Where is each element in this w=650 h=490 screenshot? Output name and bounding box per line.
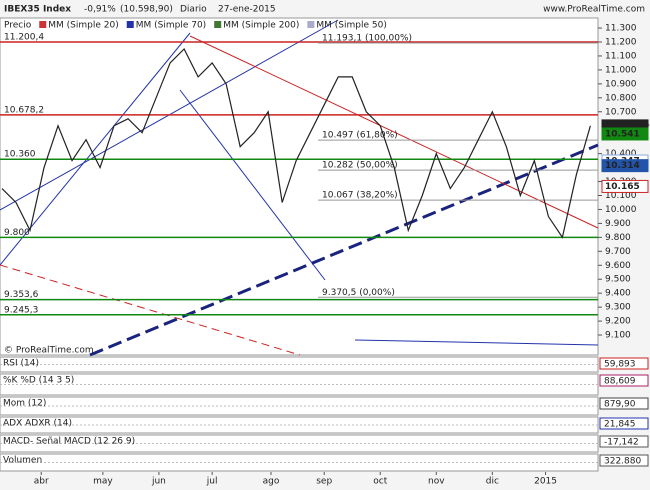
trendline (89, 143, 599, 357)
indicator-value-box (599, 397, 649, 410)
x-tick-label: abr (34, 477, 49, 487)
main-panel (0, 17, 599, 356)
price-line (1, 47, 591, 239)
price-label: 10.165 (605, 182, 640, 192)
indicator-value-box (599, 374, 649, 387)
indicator-name: MACD- Señal MACD (12 26 9) (3, 437, 135, 447)
fib-label: 9.370,5 (0,00%) (322, 288, 395, 298)
legend-label: MM (Simple 50) (316, 21, 386, 31)
legend-swatch (126, 21, 134, 28)
trendline (179, 89, 326, 281)
indicator-value: 322.880 (604, 457, 641, 467)
level-label: 9.245,3 (4, 305, 38, 315)
x-tick-label: nov (428, 477, 445, 487)
y-tick-label: 10.400 (605, 149, 637, 159)
trendline (189, 35, 599, 229)
y-tick-label: 10.700 (605, 107, 637, 117)
indicator-value-box (599, 435, 649, 448)
y-tick-label: 9.300 (605, 303, 631, 313)
x-tick-label: sep (316, 477, 332, 487)
x-tick-label: may (93, 477, 113, 487)
y-tick-label: 9.500 (605, 275, 631, 285)
legend-swatch (214, 21, 222, 28)
level-label: 9.800 (4, 228, 30, 238)
x-tick-label: 2015 (534, 477, 557, 487)
price-label: 10.314 (605, 161, 640, 171)
level-label: 10.678,2 (4, 105, 44, 115)
legend-swatch (307, 21, 315, 28)
y-tick-label: 9.100 (605, 331, 631, 341)
legend-swatch (39, 21, 47, 28)
indicator-value-box (599, 357, 649, 370)
fib-label: 10.497 (61,80%) (322, 131, 398, 141)
y-tick-label: 11.100 (605, 51, 637, 61)
price-label: 10.598,90 (605, 121, 650, 131)
fib-label: 11.193,1 (100,00%) (322, 33, 412, 43)
y-tick-label: 9.200 (605, 317, 631, 327)
price: (10.598,90) (120, 5, 173, 15)
x-tick-label: jun (151, 477, 166, 487)
indicator-name: Mom (12) (3, 399, 46, 409)
x-tick-label: oct (373, 477, 387, 487)
indicator-name: ADX ADXR (14) (3, 419, 72, 429)
y-tick-label: 11.300 (605, 24, 637, 34)
date: 27-ene-2015 (218, 5, 276, 15)
x-tick-label: dic (486, 477, 499, 487)
site: www.ProRealTime.com (543, 5, 645, 15)
level-label: 9.353,6 (4, 290, 39, 300)
fib-label: 10.067 (38,20%) (322, 191, 398, 201)
period: Diario (180, 5, 207, 15)
legend-label: Precio (4, 21, 32, 31)
trendline (0, 32, 191, 266)
indicator-value: -17,142 (604, 438, 639, 448)
trendline (354, 339, 599, 346)
y-tick-label: 11.200 (605, 38, 637, 48)
y-tick-label: 11.000 (605, 65, 637, 75)
change: -0,91% (84, 5, 116, 15)
x-tick-label: ago (263, 477, 280, 487)
price-box (601, 127, 649, 141)
indicator-value-box (599, 454, 649, 467)
indicator-value: 59,893 (604, 360, 636, 370)
legend-label: MM (Simple 70) (136, 21, 206, 31)
indicator-value-box (599, 417, 649, 430)
y-tick-label: 10.900 (605, 79, 637, 89)
y-tick-label: 10.100 (605, 191, 637, 201)
price-box (601, 159, 649, 173)
indicator-name: RSI (14) (3, 359, 39, 369)
indicator-value: 879,90 (604, 400, 636, 410)
y-tick-label: 10.000 (605, 205, 637, 215)
price-label: 10.541 (605, 129, 640, 139)
legend-label: MM (Simple 20) (48, 21, 118, 31)
legend-label: MM (Simple 200) (223, 21, 299, 31)
trendline (0, 264, 301, 356)
y-tick-label: 9.800 (605, 233, 631, 243)
y-tick-label: 9.900 (605, 219, 631, 229)
indicator-value: 21,845 (604, 420, 636, 430)
y-tick-label: 9.700 (605, 247, 631, 257)
copyright: © ProRealTime.com (4, 346, 94, 356)
y-tick-label: 9.400 (605, 289, 631, 299)
indicator-value: 88,609 (604, 377, 636, 387)
indicator-name: %K %D (14 3 5) (3, 376, 74, 386)
x-tick-label: jul (206, 477, 218, 487)
fib-label: 10.282 (50,00%) (322, 161, 398, 171)
symbol: IBEX35 Index (4, 5, 71, 15)
indicator-name: Volumen (3, 456, 42, 466)
y-tick-label: 9.600 (605, 261, 631, 271)
y-tick-label: 10.800 (605, 93, 637, 103)
level-label: 11.200,4 (4, 32, 44, 42)
level-label: 10.360 (4, 150, 36, 160)
price-box (601, 179, 649, 193)
